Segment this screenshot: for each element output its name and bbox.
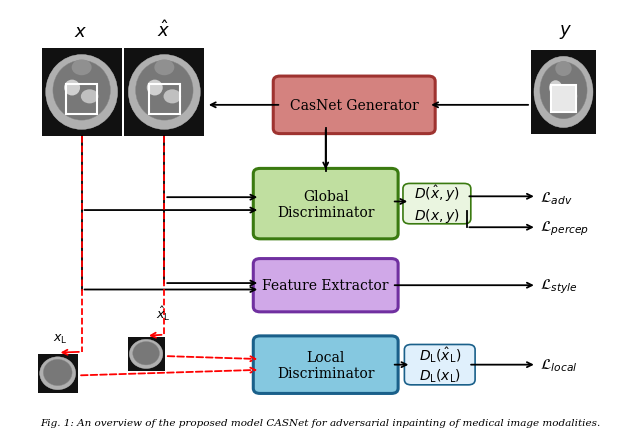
Text: $D_\mathrm{L}(\hat{x}_\mathrm{L})$
$D_\mathrm{L}(x_\mathrm{L})$: $D_\mathrm{L}(\hat{x}_\mathrm{L})$ $D_\m… bbox=[419, 345, 461, 385]
Ellipse shape bbox=[136, 61, 193, 121]
Bar bbox=[551, 85, 576, 113]
Text: $x$: $x$ bbox=[74, 23, 87, 41]
FancyBboxPatch shape bbox=[403, 184, 471, 224]
Text: Feature Extractor: Feature Extractor bbox=[262, 279, 389, 293]
Bar bbox=[67, 85, 97, 114]
Bar bbox=[42, 49, 122, 137]
Text: CasNet Generator: CasNet Generator bbox=[290, 99, 419, 112]
Bar bbox=[149, 85, 179, 114]
Ellipse shape bbox=[147, 80, 163, 96]
Ellipse shape bbox=[40, 357, 76, 390]
Ellipse shape bbox=[164, 90, 181, 104]
Text: $\mathcal{L}_{percep}$: $\mathcal{L}_{percep}$ bbox=[540, 218, 589, 237]
Ellipse shape bbox=[64, 80, 80, 96]
Ellipse shape bbox=[556, 62, 572, 77]
Ellipse shape bbox=[154, 60, 174, 76]
Text: $y$: $y$ bbox=[559, 23, 572, 41]
Ellipse shape bbox=[129, 339, 163, 368]
FancyBboxPatch shape bbox=[253, 259, 398, 312]
Text: $\mathcal{L}_{style}$: $\mathcal{L}_{style}$ bbox=[540, 276, 577, 295]
Ellipse shape bbox=[45, 56, 118, 130]
Text: $D(\hat{x},y)$
$D(x,y)$: $D(\hat{x},y)$ $D(x,y)$ bbox=[414, 184, 460, 224]
Text: $\mathcal{L}_{adv}$: $\mathcal{L}_{adv}$ bbox=[540, 189, 572, 206]
Text: $\mathcal{L}_{local}$: $\mathcal{L}_{local}$ bbox=[540, 356, 577, 373]
Ellipse shape bbox=[540, 62, 587, 119]
Ellipse shape bbox=[132, 342, 159, 365]
Bar bbox=[531, 51, 596, 135]
FancyBboxPatch shape bbox=[253, 336, 398, 394]
Text: Global
Discriminator: Global Discriminator bbox=[277, 189, 374, 219]
Text: Fig. 1: An overview of the proposed model CASNet for adversarial inpainting of m: Fig. 1: An overview of the proposed mode… bbox=[40, 418, 600, 427]
Text: $x_\mathrm{L}$: $x_\mathrm{L}$ bbox=[53, 332, 68, 345]
Bar bbox=[127, 337, 164, 371]
Ellipse shape bbox=[81, 90, 99, 104]
Text: $\hat{x}$: $\hat{x}$ bbox=[157, 21, 170, 41]
Ellipse shape bbox=[72, 60, 92, 76]
Ellipse shape bbox=[129, 56, 200, 130]
Ellipse shape bbox=[563, 90, 577, 104]
Ellipse shape bbox=[53, 61, 110, 121]
Ellipse shape bbox=[549, 81, 562, 96]
FancyBboxPatch shape bbox=[273, 77, 435, 134]
Ellipse shape bbox=[44, 359, 72, 386]
FancyBboxPatch shape bbox=[253, 169, 398, 239]
Bar bbox=[124, 49, 204, 137]
Text: $\hat{x}_\mathrm{L}$: $\hat{x}_\mathrm{L}$ bbox=[156, 304, 170, 322]
FancyBboxPatch shape bbox=[404, 345, 475, 385]
Bar bbox=[38, 354, 77, 393]
Ellipse shape bbox=[534, 57, 593, 128]
Text: Local
Discriminator: Local Discriminator bbox=[277, 350, 374, 380]
